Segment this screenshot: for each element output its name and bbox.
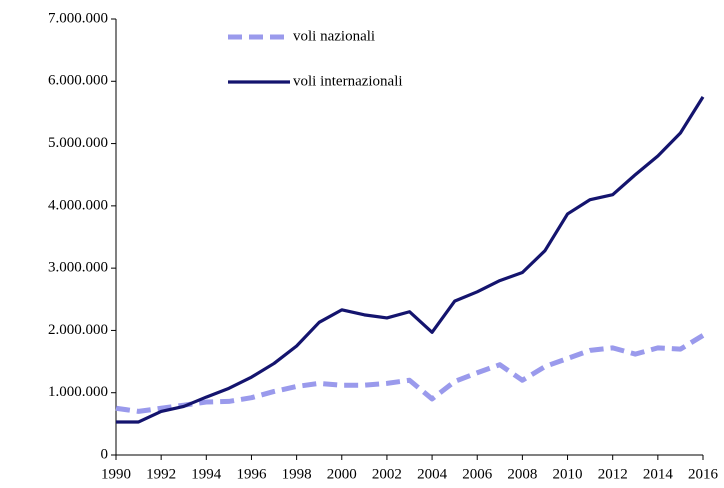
x-tick-label: 1990 — [101, 466, 131, 482]
x-tick-label: 1992 — [146, 466, 176, 482]
x-tick-label: 1994 — [191, 466, 222, 482]
y-tick-label: 5.000.000 — [48, 135, 108, 151]
x-tick-label: 2010 — [553, 466, 583, 482]
line-series — [116, 96, 705, 424]
x-tick-label: 2012 — [598, 466, 628, 482]
y-tick-label: 0 — [101, 446, 109, 462]
y-tick-label: 3.000.000 — [48, 260, 108, 276]
line-series — [115, 333, 705, 414]
x-tick-label: 1998 — [282, 466, 312, 482]
legend-label: voli nazionali — [293, 28, 375, 44]
x-tick-label: 2014 — [643, 466, 674, 482]
x-tick-label: 2004 — [417, 466, 448, 482]
y-tick-label: 1.000.000 — [48, 384, 108, 400]
x-tick-label: 1996 — [236, 466, 267, 482]
x-tick-label: 2000 — [327, 466, 357, 482]
y-tick-label: 2.000.000 — [48, 322, 108, 338]
x-tick-label: 2002 — [372, 466, 402, 482]
x-tick-label: 2016 — [688, 466, 719, 482]
y-tick-label: 6.000.000 — [48, 73, 108, 89]
legend-label: voli internazionali — [293, 73, 403, 89]
y-tick-label: 7.000.000 — [48, 10, 108, 26]
y-tick-label: 4.000.000 — [48, 197, 108, 213]
x-tick-label: 2006 — [462, 466, 493, 482]
x-tick-label: 2008 — [507, 466, 537, 482]
